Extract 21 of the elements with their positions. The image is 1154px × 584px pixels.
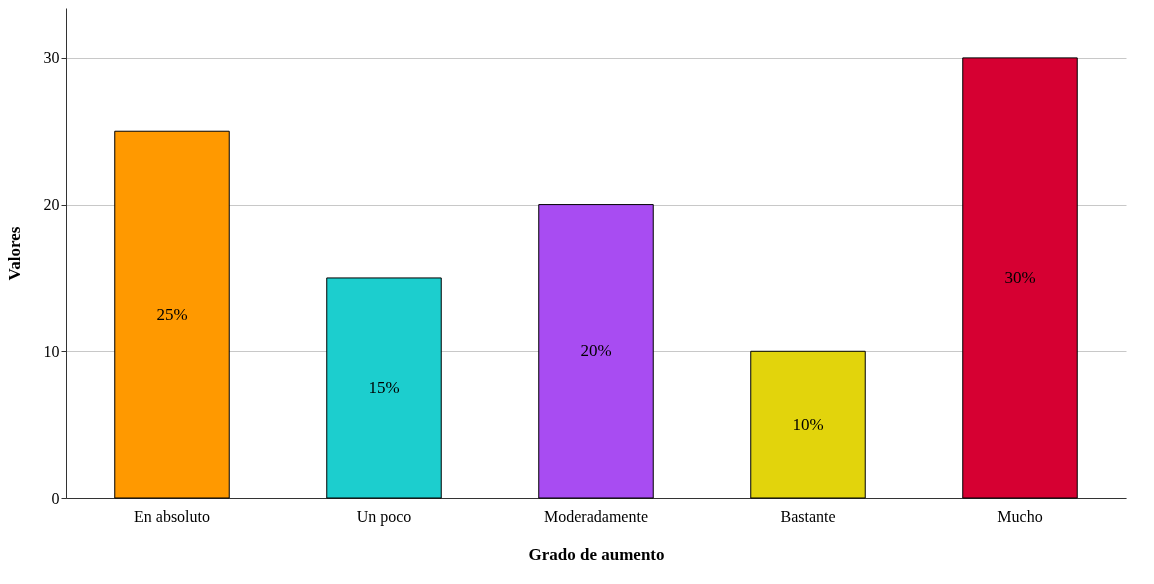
bar (114, 130, 230, 499)
data-label: 25% (156, 304, 188, 324)
x-tick-label: Un poco (356, 507, 412, 526)
data-label: 30% (1004, 267, 1036, 287)
bar (750, 350, 866, 499)
x-tick-label: Bastante (780, 507, 836, 525)
y-axis-title: Valores (4, 226, 24, 281)
x-tick-label: Mucho (997, 507, 1043, 525)
bar (538, 204, 654, 499)
data-label: 15% (368, 377, 400, 397)
data-label: 20% (580, 341, 612, 361)
y-tick-label: 30 (43, 49, 60, 67)
x-tick-label: Moderadamente (544, 507, 648, 525)
y-tick-label: 20 (43, 196, 60, 214)
y-tick-label: 0 (51, 489, 60, 507)
bar (326, 277, 442, 499)
data-label: 10% (792, 414, 824, 434)
bar (962, 57, 1078, 499)
x-tick-label: En absoluto (134, 507, 210, 525)
x-axis-title: Grado de aumento (528, 544, 665, 564)
y-tick-label: 10 (43, 342, 60, 360)
